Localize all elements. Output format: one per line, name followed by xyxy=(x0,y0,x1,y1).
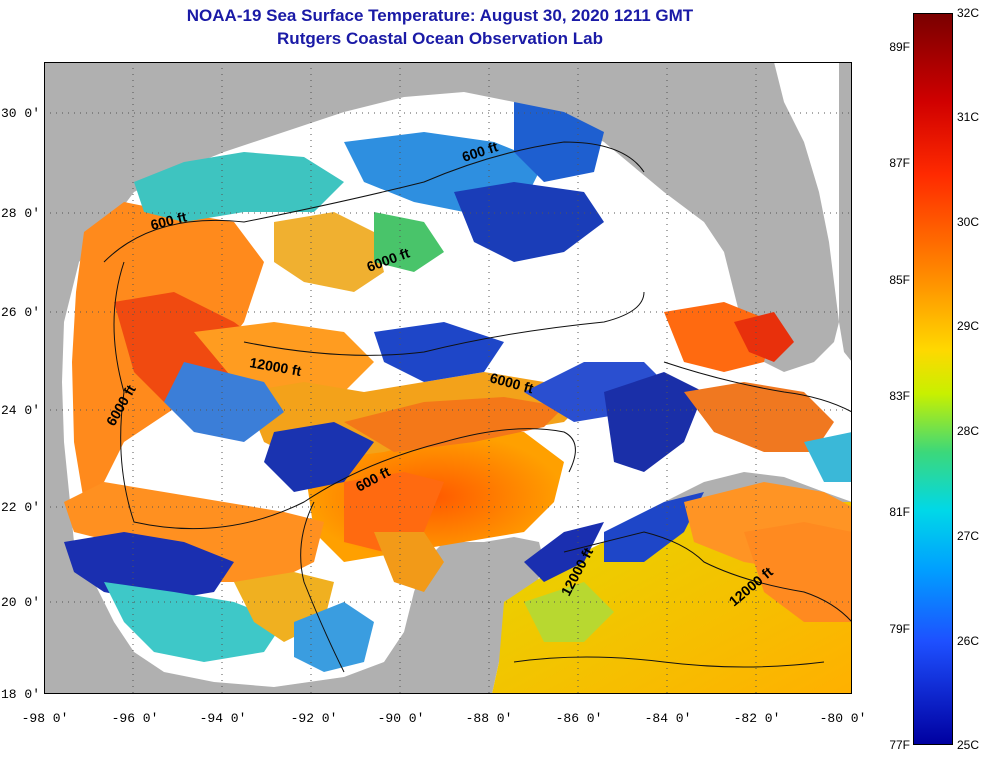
lon-label-88: -88 0' xyxy=(465,711,513,726)
lon-label-94: -94 0' xyxy=(199,711,247,726)
lon-label-98: -98 0' xyxy=(21,711,69,726)
lat-label-22: 22 0' xyxy=(0,500,40,515)
land-florida-east xyxy=(839,62,852,362)
map-subtitle: Rutgers Coastal Ocean Observation Lab xyxy=(277,29,603,48)
colorbar-f-87: 87F xyxy=(889,156,910,170)
colorbar-c-30: 30C xyxy=(957,215,980,229)
colorbar-f-83: 83F xyxy=(889,389,910,403)
map-title: NOAA-19 Sea Surface Temperature: August … xyxy=(186,6,694,25)
lon-label-90: -90 0' xyxy=(377,711,425,726)
lon-label-80: -80 0' xyxy=(819,711,867,726)
colorbar-c-28: 28C xyxy=(957,424,980,438)
colorbar-c-29: 29C xyxy=(957,319,980,333)
lon-label-86: -86 0' xyxy=(555,711,603,726)
colorbar-c-27: 27C xyxy=(957,529,980,543)
colorbar-c-25: 25C xyxy=(957,738,980,752)
lon-label-92: -92 0' xyxy=(290,711,338,726)
land-mexico-us xyxy=(44,62,839,694)
colorbar xyxy=(913,13,953,745)
lat-label-20: 20 0' xyxy=(0,595,40,610)
lat-label-26: 26 0' xyxy=(0,305,40,320)
lon-label-82: -82 0' xyxy=(733,711,781,726)
sst-map: 600 ft 600 ft 600 ft 6000 ft 6000 ft 600… xyxy=(44,62,852,694)
lat-label-18: 18 0' xyxy=(0,687,40,702)
colorbar-c-26: 26C xyxy=(957,634,980,648)
map-frame xyxy=(44,62,852,694)
colorbar-f-89: 89F xyxy=(889,40,910,54)
colorbar-f-85: 85F xyxy=(889,273,910,287)
lon-label-96: -96 0' xyxy=(111,711,159,726)
colorbar-c-31: 31C xyxy=(957,110,980,124)
lat-label-24: 24 0' xyxy=(0,403,40,418)
lat-label-28: 28 0' xyxy=(0,206,40,221)
depth-contours xyxy=(103,141,852,673)
colorbar-f-79: 79F xyxy=(889,622,910,636)
colorbar-c-32: 32C xyxy=(957,6,980,20)
lat-label-30: 30 0' xyxy=(0,106,40,121)
colorbar-f-77: 77F xyxy=(889,738,910,752)
colorbar-f-81: 81F xyxy=(889,505,910,519)
lon-label-84: -84 0' xyxy=(644,711,692,726)
